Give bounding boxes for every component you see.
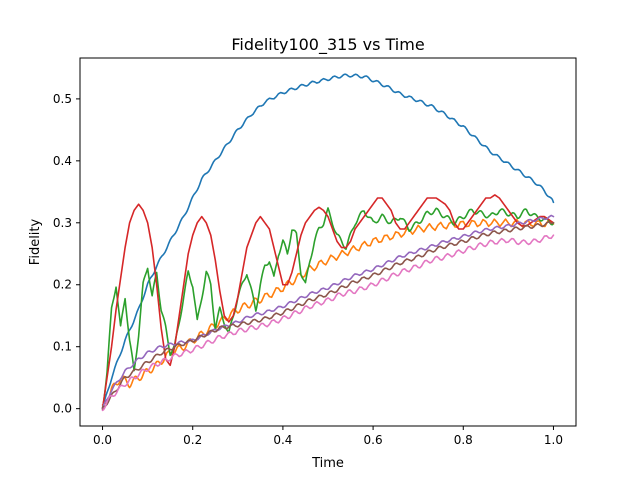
series-layer [101,73,555,412]
x-tick-label: 0.2 [183,433,202,447]
series-line-5 [101,214,555,409]
x-axis-label: Time [311,456,344,471]
y-axis-ticks: 0.0 0.1 0.2 0.3 0.4 0.5 [53,92,80,416]
series-line-3 [101,207,555,411]
x-tick-label: 0.6 [364,433,383,447]
x-tick-label: 1.0 [544,433,563,447]
y-tick-label: 0.4 [53,154,72,168]
y-tick-label: 0.0 [53,402,72,416]
y-tick-label: 0.2 [53,278,72,292]
y-tick-label: 0.5 [53,92,72,106]
chart-title: Fidelity100_315 vs Time [231,35,424,55]
y-tick-label: 0.3 [53,216,72,230]
x-axis-ticks: 0.0 0.2 0.4 0.6 0.8 1.0 [93,426,563,447]
x-tick-label: 0.8 [454,433,473,447]
x-tick-label: 0.0 [93,433,112,447]
series-line-6 [101,221,555,408]
plot-area-frame [79,57,577,427]
y-tick-label: 0.1 [53,340,72,354]
series-line-1 [101,73,555,410]
series-line-4 [101,194,555,410]
y-axis-label: Fidelity [28,218,43,265]
x-tick-label: 0.4 [273,433,292,447]
series-line-7 [101,234,555,412]
